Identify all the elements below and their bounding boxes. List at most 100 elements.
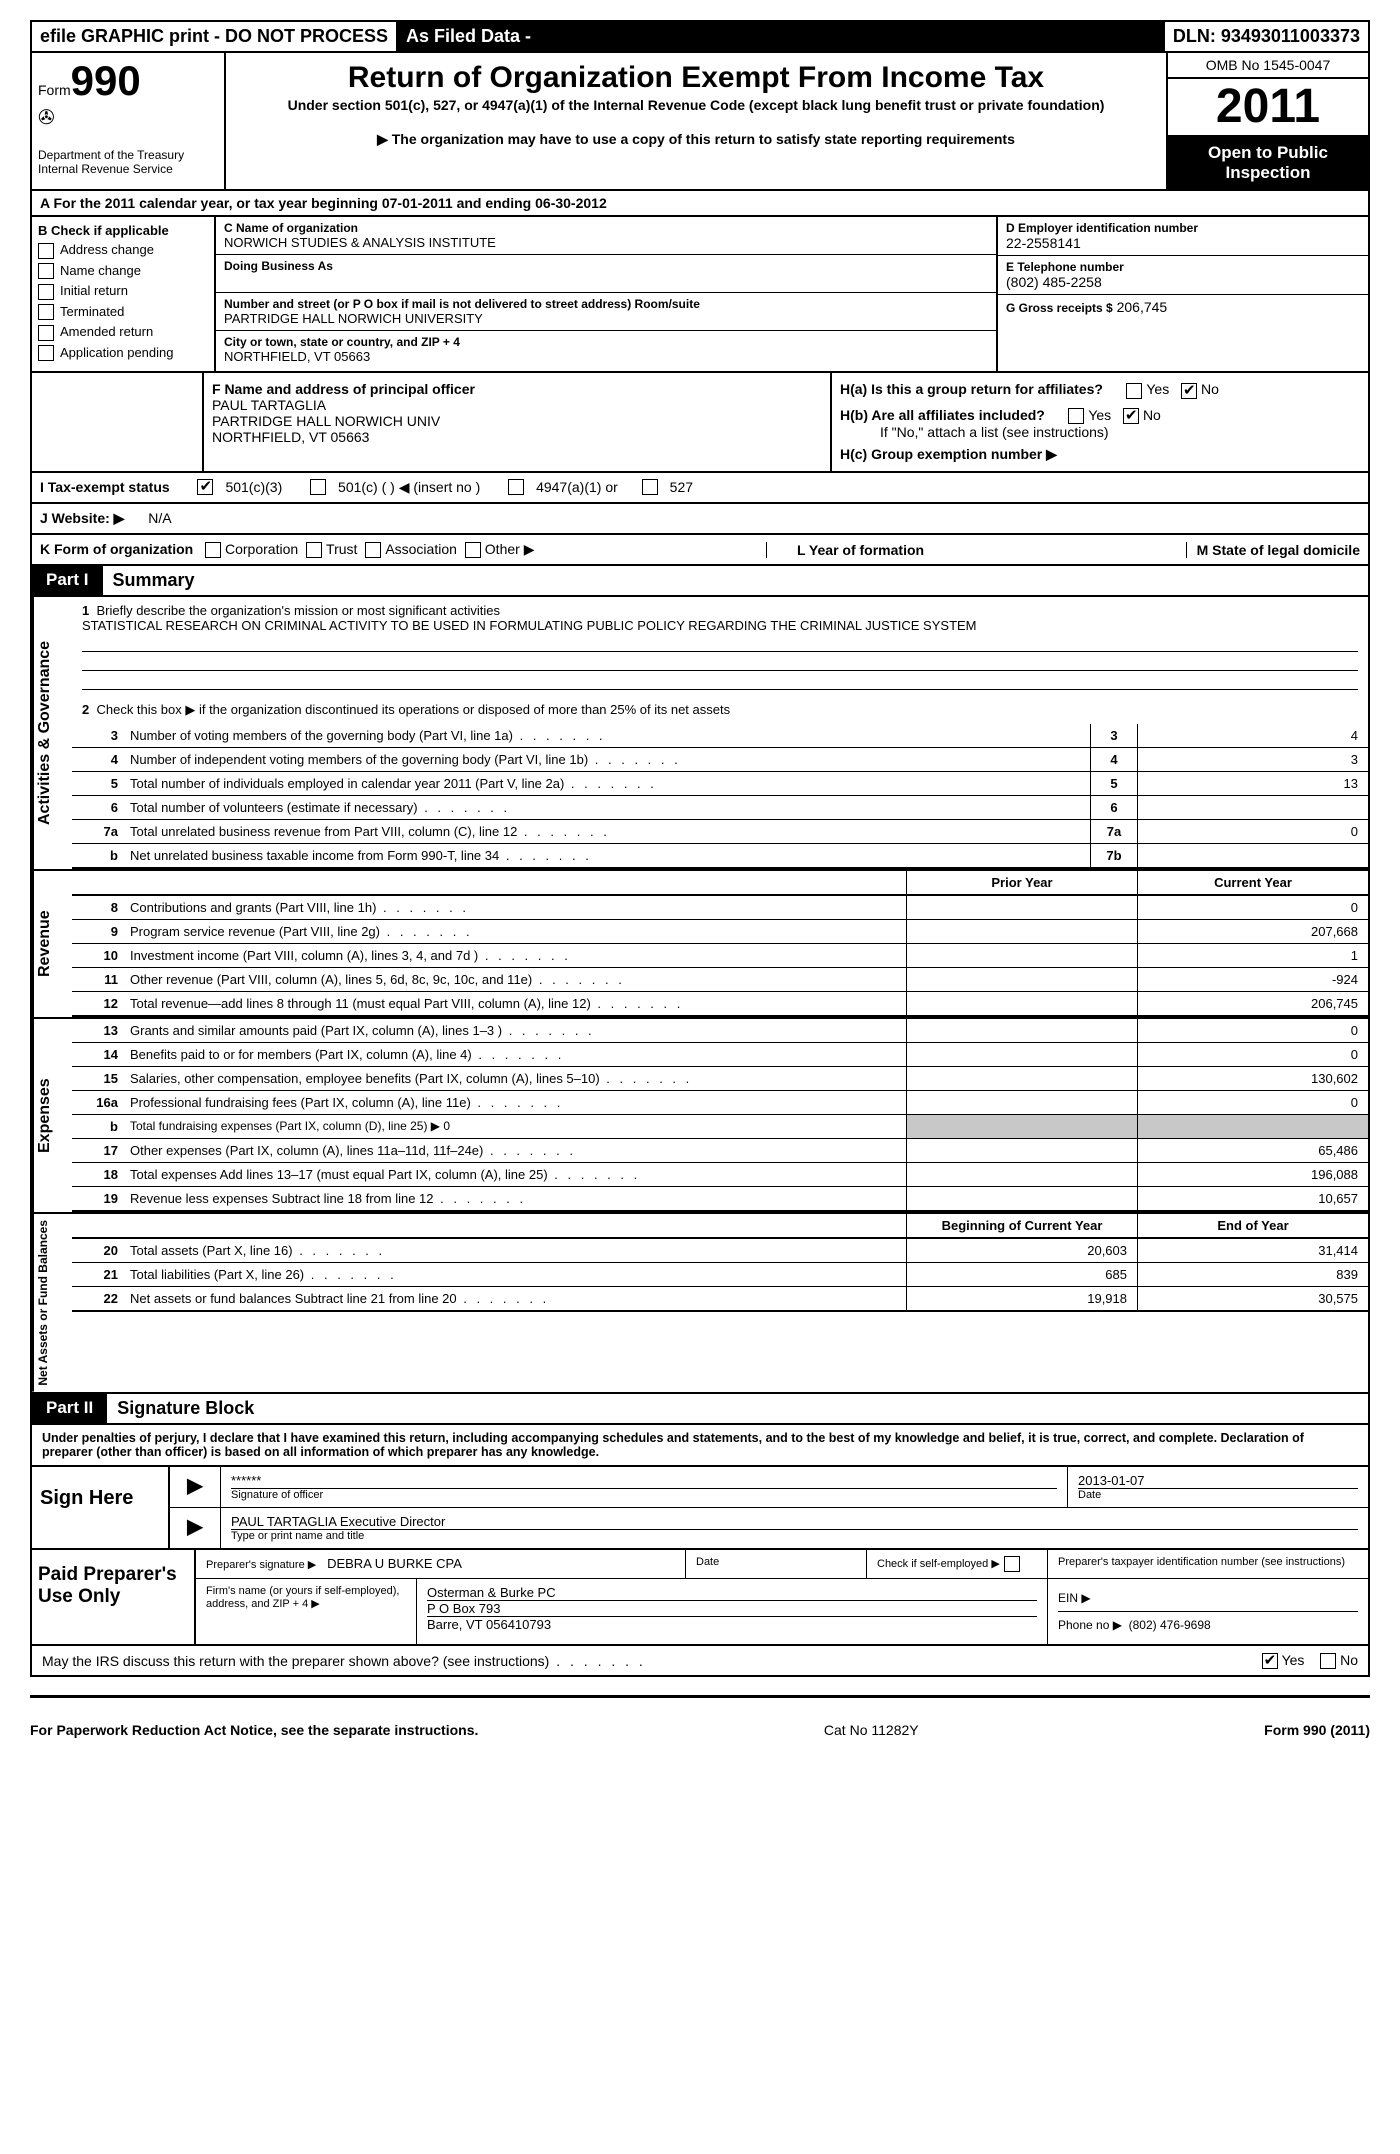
mission-text: STATISTICAL RESEARCH ON CRIMINAL ACTIVIT…: [82, 618, 977, 633]
col-d-info: D Employer identification number 22-2558…: [998, 217, 1368, 371]
part1-tag: Part I: [32, 566, 103, 595]
discuss-row: May the IRS discuss this return with the…: [30, 1646, 1370, 1677]
line-desc: Net unrelated business taxable income fr…: [124, 844, 1090, 867]
col-b-checkboxes: B Check if applicable Address change Nam…: [32, 217, 216, 371]
exp-row-15: 15Salaries, other compensation, employee…: [72, 1067, 1368, 1091]
prep-sig-cell: Preparer's signature ▶ DEBRA U BURKE CPA: [196, 1550, 686, 1578]
k-corp-box[interactable]: [205, 542, 221, 558]
irs-label: Internal Revenue Service: [38, 162, 218, 176]
firm-info-cell: Osterman & Burke PC P O Box 793 Barre, V…: [417, 1579, 1048, 1644]
sign-here-block: Sign Here ▶ ****** Signature of officer …: [30, 1467, 1370, 1550]
line-num: 7a: [72, 820, 124, 843]
net-header-row: Beginning of Current Year End of Year: [72, 1214, 1368, 1239]
ag-row-4: 4Number of independent voting members of…: [72, 748, 1368, 772]
col-current-year: Current Year: [1137, 871, 1368, 894]
website-value: N/A: [148, 510, 171, 526]
gross-receipts-cell: G Gross receipts $ 206,745: [998, 295, 1368, 319]
f-label: F Name and address of principal officer: [212, 381, 822, 397]
ha-row: H(a) Is this a group return for affiliat…: [840, 381, 1360, 398]
self-employed-box[interactable]: [1004, 1556, 1020, 1572]
exp-content: 13Grants and similar amounts paid (Part …: [72, 1019, 1368, 1212]
discuss-yes-box[interactable]: [1262, 1653, 1278, 1669]
phone-cell: E Telephone number (802) 485-2258: [998, 256, 1368, 295]
prior-value: [906, 944, 1137, 967]
officer-name-cell: PAUL TARTAGLIA Executive Director Type o…: [221, 1508, 1368, 1548]
line-num: b: [72, 844, 124, 867]
line-desc: Other expenses (Part IX, column (A), lin…: [124, 1139, 906, 1162]
part2-title: Signature Block: [107, 1394, 264, 1423]
efile-notice: efile GRAPHIC print - DO NOT PROCESS: [32, 22, 398, 51]
prep-date-cell: Date: [686, 1550, 867, 1578]
line1-label: Briefly describe the organization's miss…: [96, 603, 499, 618]
cb-address-change[interactable]: Address change: [38, 242, 208, 259]
line-value: [1137, 844, 1368, 867]
k-assoc-box[interactable]: [365, 542, 381, 558]
gross-label: G Gross receipts $: [1006, 301, 1113, 315]
summary-ag: Activities & Governance 1 Briefly descri…: [30, 597, 1370, 871]
k-trust-box[interactable]: [306, 542, 322, 558]
city-state-zip: NORTHFIELD, VT 05663: [224, 349, 988, 364]
cb-amended-return[interactable]: Amended return: [38, 324, 208, 341]
ein-label: D Employer identification number: [1006, 221, 1360, 235]
open-to-public: Open to Public Inspection: [1168, 137, 1368, 189]
current-value: 10,657: [1137, 1187, 1368, 1210]
cb-terminated[interactable]: Terminated: [38, 304, 208, 321]
k-other-box[interactable]: [465, 542, 481, 558]
i-527-box[interactable]: [642, 479, 658, 495]
ha-yes-box[interactable]: [1126, 383, 1142, 399]
current-value: 0: [1137, 1091, 1368, 1114]
part2-header: Part II Signature Block: [30, 1394, 1370, 1425]
org-name: NORWICH STUDIES & ANALYSIS INSTITUTE: [224, 235, 988, 250]
line-num: 3: [72, 724, 124, 747]
net-content: Beginning of Current Year End of Year 20…: [72, 1214, 1368, 1392]
header-right: OMB No 1545-0047 2011 Open to Public Ins…: [1166, 53, 1368, 189]
line-box: 6: [1090, 796, 1137, 819]
gross-value: 206,745: [1117, 299, 1168, 315]
line-num: 4: [72, 748, 124, 771]
col-prior-year: Prior Year: [906, 871, 1137, 894]
i-501c-box[interactable]: [310, 479, 326, 495]
cb-initial-return[interactable]: Initial return: [38, 283, 208, 300]
hb-row: H(b) Are all affiliates included? Yes No: [840, 407, 1360, 424]
firm-name: Osterman & Burke PC: [427, 1585, 1037, 1601]
omb-number: OMB No 1545-0047: [1168, 53, 1368, 79]
footer-cat-no: Cat No 11282Y: [824, 1722, 919, 1738]
ag-row-6: 6Total number of volunteers (estimate if…: [72, 796, 1368, 820]
hb-yes-box[interactable]: [1068, 408, 1084, 424]
cb-name-change[interactable]: Name change: [38, 263, 208, 280]
line-desc: Program service revenue (Part VIII, line…: [124, 920, 906, 943]
rev-row-11: 11Other revenue (Part VIII, column (A), …: [72, 968, 1368, 992]
cb-application-pending[interactable]: Application pending: [38, 345, 208, 362]
header-left: Form990 ✇ Department of the Treasury Int…: [32, 53, 226, 189]
sig-row-2: ▶ PAUL TARTAGLIA Executive Director Type…: [170, 1508, 1368, 1548]
section-bcd: B Check if applicable Address change Nam…: [30, 217, 1370, 373]
section-fh: F Name and address of principal officer …: [30, 373, 1370, 473]
line-num: 19: [72, 1187, 124, 1210]
part1-header: Part I Summary: [30, 566, 1370, 597]
line-desc: Total assets (Part X, line 16): [124, 1239, 906, 1262]
prior-value: [906, 1019, 1137, 1042]
ha-no-box[interactable]: [1181, 383, 1197, 399]
summary-exp: Expenses 13Grants and similar amounts pa…: [30, 1019, 1370, 1214]
hb-no-box[interactable]: [1123, 408, 1139, 424]
discuss-question: May the IRS discuss this return with the…: [42, 1653, 549, 1669]
discuss-no-box[interactable]: [1320, 1653, 1336, 1669]
exp-row-13: 13Grants and similar amounts paid (Part …: [72, 1019, 1368, 1043]
sig-date-label: Date: [1078, 1488, 1358, 1501]
i-501c3-box[interactable]: [197, 479, 213, 495]
line-value: 3: [1137, 748, 1368, 771]
line-num: 6: [72, 796, 124, 819]
ptin-cell: Preparer's taxpayer identification numbe…: [1048, 1550, 1368, 1578]
line-desc: Professional fundraising fees (Part IX, …: [124, 1091, 906, 1114]
arrow-icon: ▶: [170, 1467, 221, 1507]
line-desc: Other revenue (Part VIII, column (A), li…: [124, 968, 906, 991]
ag-content: 1 Briefly describe the organization's mi…: [72, 597, 1368, 869]
ag-row-7a: 7aTotal unrelated business revenue from …: [72, 820, 1368, 844]
form-subtitle-2: ▶ The organization may have to use a cop…: [232, 131, 1160, 148]
rev-row-9: 9Program service revenue (Part VIII, lin…: [72, 920, 1368, 944]
line-desc: Net assets or fund balances Subtract lin…: [124, 1287, 906, 1310]
current-value: -924: [1137, 968, 1368, 991]
line-num: b: [72, 1115, 124, 1138]
form-number-block: Form990: [38, 57, 218, 105]
i-4947-box[interactable]: [508, 479, 524, 495]
